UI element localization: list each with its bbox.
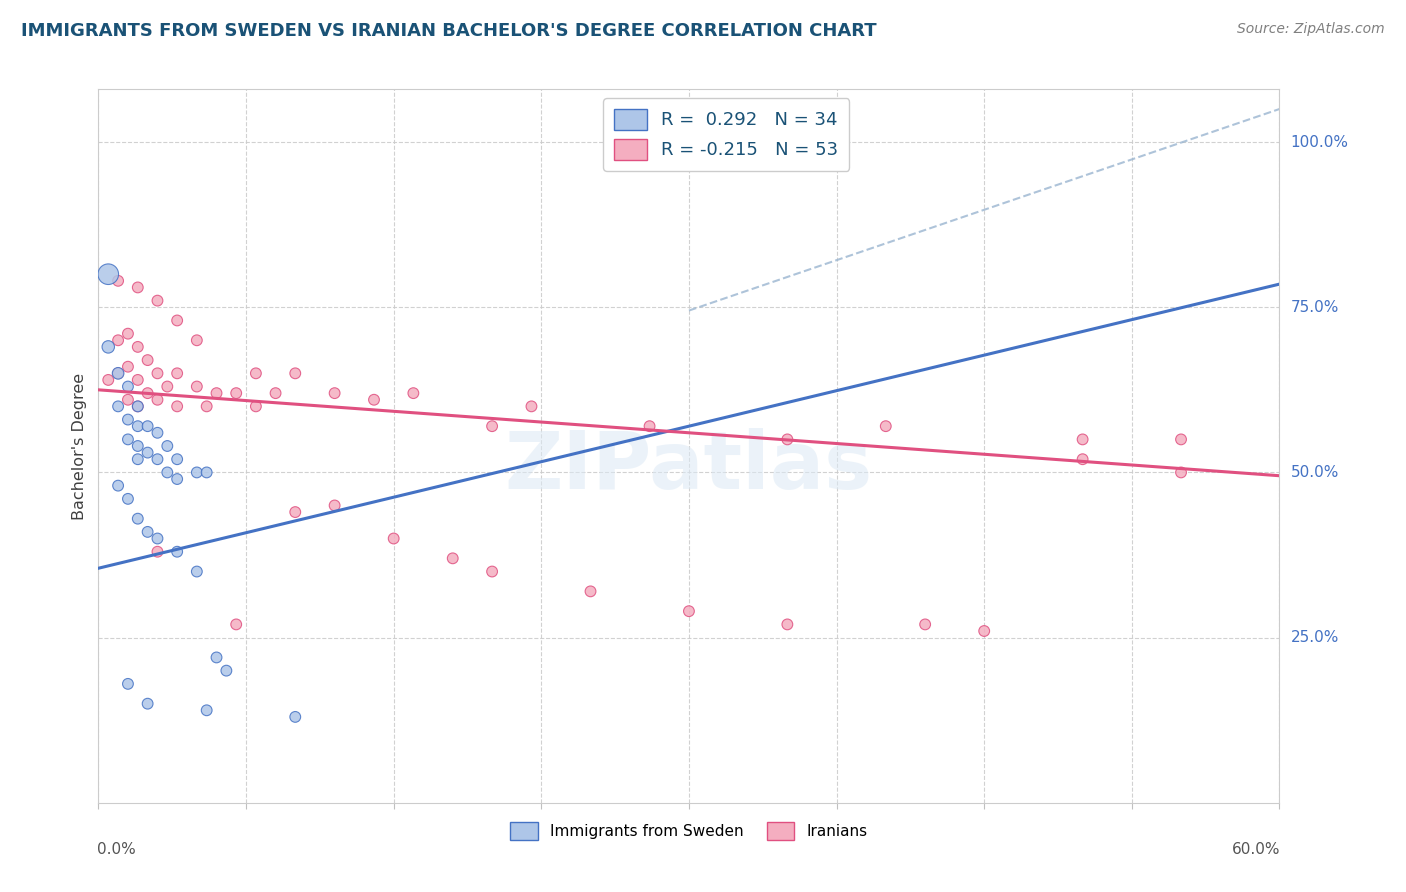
Point	[117, 392, 139, 407]
Text: 60.0%: 60.0%	[1232, 842, 1281, 857]
Point	[117, 491, 139, 506]
Point	[776, 433, 799, 447]
Text: 25.0%: 25.0%	[1291, 630, 1339, 645]
Point	[136, 445, 159, 459]
Point	[136, 353, 159, 368]
Point	[146, 425, 169, 440]
Point	[146, 392, 169, 407]
Point	[520, 400, 543, 414]
Point	[127, 439, 149, 453]
Point	[186, 333, 208, 347]
Point	[166, 452, 188, 467]
Point	[1071, 433, 1094, 447]
Point	[914, 617, 936, 632]
Text: Source: ZipAtlas.com: Source: ZipAtlas.com	[1237, 22, 1385, 37]
Point	[97, 267, 120, 281]
Point	[117, 677, 139, 691]
Point	[146, 452, 169, 467]
Point	[127, 511, 149, 525]
Text: IMMIGRANTS FROM SWEDEN VS IRANIAN BACHELOR'S DEGREE CORRELATION CHART: IMMIGRANTS FROM SWEDEN VS IRANIAN BACHEL…	[21, 22, 877, 40]
Point	[97, 373, 120, 387]
Point	[146, 367, 169, 381]
Point	[146, 532, 169, 546]
Point	[186, 466, 208, 480]
Point	[481, 419, 503, 434]
Point	[117, 412, 139, 426]
Point	[205, 650, 228, 665]
Point	[156, 379, 179, 393]
Point	[195, 466, 218, 480]
Point	[579, 584, 602, 599]
Point	[117, 379, 139, 393]
Point	[363, 392, 385, 407]
Point	[776, 617, 799, 632]
Point	[678, 604, 700, 618]
Point	[166, 472, 188, 486]
Legend: Immigrants from Sweden, Iranians: Immigrants from Sweden, Iranians	[501, 813, 877, 848]
Point	[225, 386, 247, 401]
Point	[382, 532, 405, 546]
Point	[136, 524, 159, 539]
Point	[127, 340, 149, 354]
Text: 100.0%: 100.0%	[1291, 135, 1348, 150]
Point	[107, 478, 129, 492]
Point	[225, 617, 247, 632]
Point	[117, 359, 139, 374]
Point	[107, 367, 129, 381]
Point	[323, 386, 346, 401]
Point	[127, 280, 149, 294]
Point	[205, 386, 228, 401]
Point	[127, 419, 149, 434]
Point	[127, 452, 149, 467]
Point	[875, 419, 897, 434]
Point	[284, 710, 307, 724]
Point	[107, 400, 129, 414]
Point	[186, 379, 208, 393]
Point	[284, 367, 307, 381]
Point	[166, 545, 188, 559]
Point	[1170, 466, 1192, 480]
Point	[146, 293, 169, 308]
Point	[127, 400, 149, 414]
Point	[97, 340, 120, 354]
Point	[215, 664, 238, 678]
Point	[156, 466, 179, 480]
Point	[166, 313, 188, 327]
Point	[136, 697, 159, 711]
Point	[284, 505, 307, 519]
Point	[117, 433, 139, 447]
Point	[127, 373, 149, 387]
Y-axis label: Bachelor's Degree: Bachelor's Degree	[72, 373, 87, 519]
Point	[481, 565, 503, 579]
Point	[264, 386, 287, 401]
Point	[146, 545, 169, 559]
Point	[166, 367, 188, 381]
Point	[195, 400, 218, 414]
Point	[638, 419, 661, 434]
Point	[107, 333, 129, 347]
Point	[127, 400, 149, 414]
Point	[1170, 433, 1192, 447]
Point	[107, 274, 129, 288]
Text: 0.0%: 0.0%	[97, 842, 136, 857]
Point	[166, 400, 188, 414]
Text: 50.0%: 50.0%	[1291, 465, 1339, 480]
Point	[245, 367, 267, 381]
Point	[186, 565, 208, 579]
Text: ZIPatlas: ZIPatlas	[505, 428, 873, 507]
Point	[107, 367, 129, 381]
Point	[117, 326, 139, 341]
Point	[323, 499, 346, 513]
Point	[973, 624, 995, 638]
Point	[136, 386, 159, 401]
Point	[441, 551, 464, 566]
Point	[136, 419, 159, 434]
Point	[195, 703, 218, 717]
Text: 75.0%: 75.0%	[1291, 300, 1339, 315]
Point	[402, 386, 425, 401]
Point	[245, 400, 267, 414]
Point	[1071, 452, 1094, 467]
Point	[156, 439, 179, 453]
